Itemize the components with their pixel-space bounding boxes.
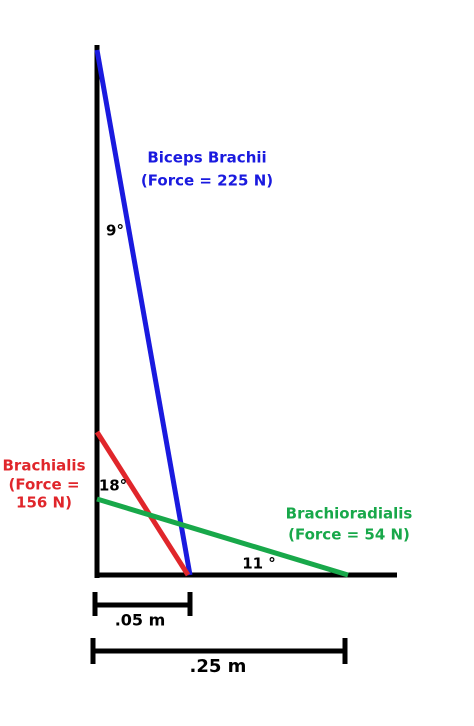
muscle-name: Biceps Brachii bbox=[147, 149, 266, 167]
muscle-force: (Force = 54 N) bbox=[288, 526, 410, 544]
distance-label: .05 m bbox=[115, 611, 166, 630]
biceps-line bbox=[94, 49, 193, 576]
brachialis-line bbox=[94, 430, 191, 577]
angle-label: 9° bbox=[106, 222, 124, 240]
muscle-name: Brachioradialis bbox=[286, 505, 413, 523]
angle-label: 18° bbox=[99, 477, 127, 495]
muscle-force: (Force = 225 N) bbox=[141, 172, 273, 190]
muscle-force: (Force = bbox=[8, 476, 79, 494]
scale-bar-long bbox=[90, 638, 348, 664]
distance-label: .25 m bbox=[190, 656, 247, 677]
scale-bar-short bbox=[92, 592, 193, 616]
angle-label: 11 ° bbox=[242, 555, 276, 573]
brachioradialis-line bbox=[96, 496, 349, 578]
muscle-force: 156 N) bbox=[16, 494, 72, 512]
muscle-name: Brachialis bbox=[3, 457, 86, 475]
